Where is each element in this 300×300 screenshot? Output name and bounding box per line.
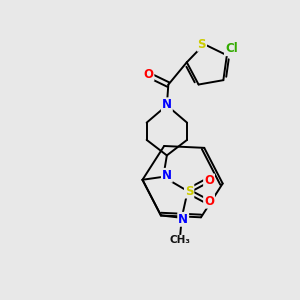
Text: O: O [204, 195, 214, 208]
Text: N: N [178, 213, 188, 226]
Text: S: S [198, 38, 206, 51]
Text: N: N [162, 98, 172, 111]
Text: S: S [185, 184, 194, 198]
Text: O: O [204, 175, 214, 188]
Text: CH₃: CH₃ [170, 236, 191, 245]
Text: Cl: Cl [225, 42, 238, 55]
Text: O: O [143, 68, 153, 81]
Text: N: N [162, 169, 172, 182]
